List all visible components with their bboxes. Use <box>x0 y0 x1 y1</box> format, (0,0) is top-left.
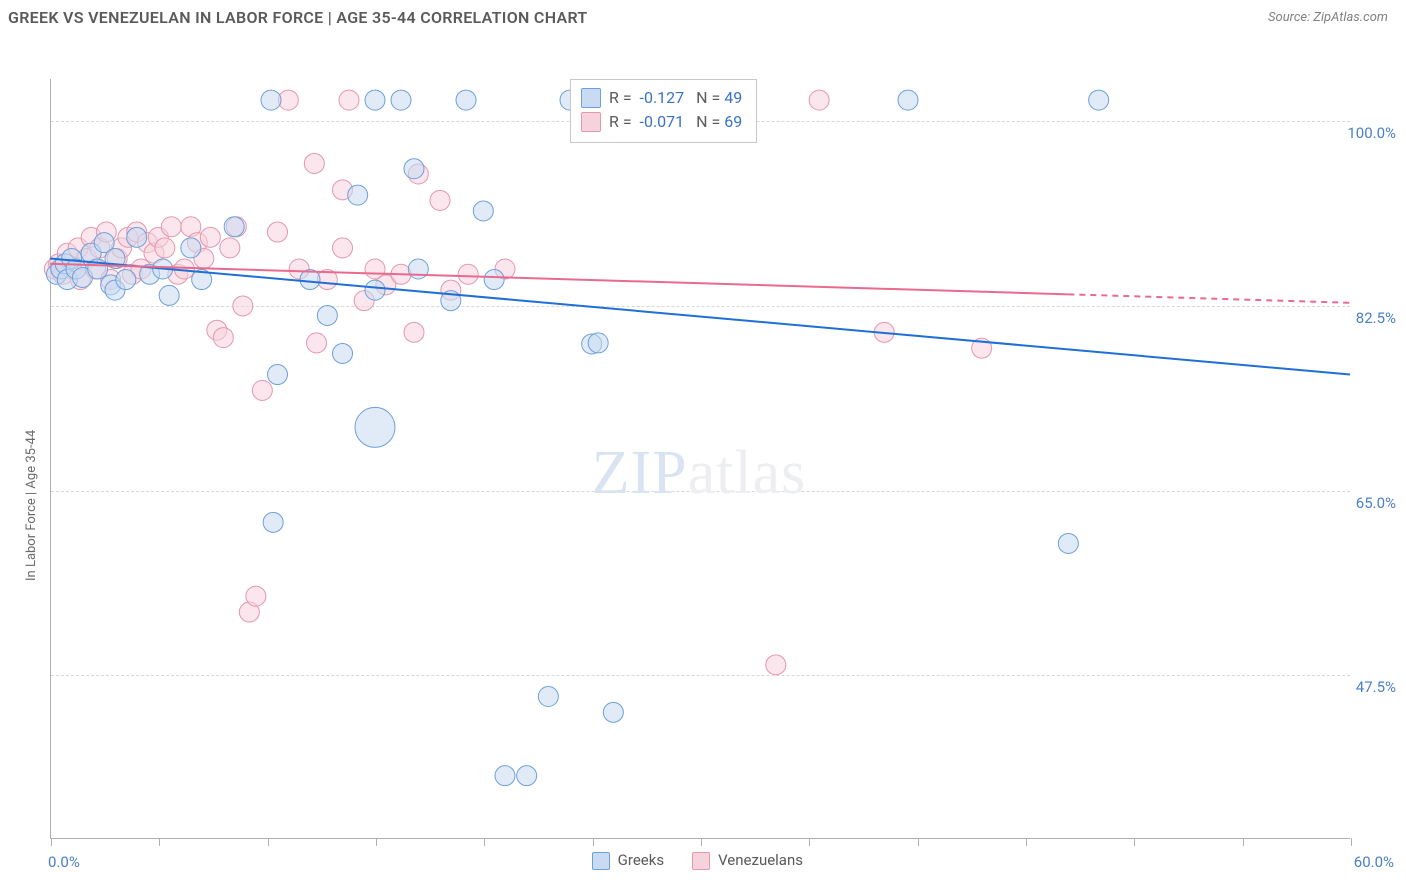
x-tick <box>809 838 810 846</box>
chart-title: GREEK VS VENEZUELAN IN LABOR FORCE | AGE… <box>8 8 588 27</box>
y-tick-label: 100.0% <box>1347 124 1396 142</box>
series-legend: Greeks Venezuelans <box>592 851 803 870</box>
x-end-label: 60.0% <box>1354 853 1394 871</box>
legend-correlation-text: R = -0.127 N = 49 <box>609 86 742 110</box>
legend-label: Venezuelans <box>718 851 803 869</box>
x-start-label: 0.0% <box>48 853 80 871</box>
x-tick <box>593 838 594 846</box>
x-tick <box>268 838 269 846</box>
x-tick <box>484 838 485 846</box>
x-tick <box>1026 838 1027 846</box>
n-value: 49 <box>724 88 742 107</box>
legend-swatch <box>581 112 601 132</box>
x-tick <box>701 838 702 846</box>
legend-correlation-row: R = -0.071 N = 69 <box>581 110 742 134</box>
legend-swatch <box>592 852 610 870</box>
legend-correlation-text: R = -0.071 N = 69 <box>609 110 742 134</box>
plot-area <box>50 79 1350 839</box>
x-tick <box>918 838 919 846</box>
x-tick <box>51 838 52 846</box>
x-tick <box>1351 838 1352 846</box>
r-value: -0.127 <box>640 88 685 107</box>
legend-item: Venezuelans <box>692 851 803 870</box>
gridline <box>51 491 1350 492</box>
r-value: -0.071 <box>640 112 685 131</box>
x-tick <box>1134 838 1135 846</box>
x-tick <box>376 838 377 846</box>
y-tick-label: 65.0% <box>1356 494 1396 512</box>
chart-source: Source: ZipAtlas.com <box>1268 10 1388 25</box>
y-tick-label: 82.5% <box>1356 309 1396 327</box>
x-tick <box>1243 838 1244 846</box>
n-value: 69 <box>724 112 742 131</box>
y-tick-label: 47.5% <box>1356 678 1396 696</box>
legend-swatch <box>581 88 601 108</box>
x-tick <box>159 838 160 846</box>
chart-container: In Labor Force | Age 35-44 ZIPatlas R = … <box>0 35 1406 891</box>
legend-label: Greeks <box>618 851 664 869</box>
correlation-legend: R = -0.127 N = 49R = -0.071 N = 69 <box>570 79 757 143</box>
y-axis-label: In Labor Force | Age 35-44 <box>24 429 39 580</box>
legend-swatch <box>692 852 710 870</box>
legend-correlation-row: R = -0.127 N = 49 <box>581 86 742 110</box>
gridline <box>51 675 1350 676</box>
legend-item: Greeks <box>592 851 664 870</box>
gridline <box>51 306 1350 307</box>
